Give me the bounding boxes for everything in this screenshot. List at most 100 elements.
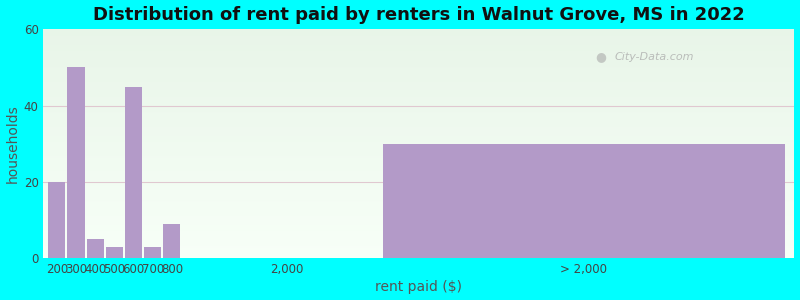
Bar <box>43 142 794 143</box>
Bar <box>43 207 794 208</box>
Bar <box>43 128 794 129</box>
Bar <box>43 166 794 167</box>
Bar <box>43 217 794 218</box>
Bar <box>43 193 794 194</box>
Bar <box>43 116 794 118</box>
Bar <box>43 246 794 247</box>
Bar <box>43 256 794 257</box>
Bar <box>43 40 794 41</box>
Bar <box>43 108 794 110</box>
Bar <box>43 45 794 46</box>
Bar <box>43 227 794 229</box>
Bar <box>43 76 794 77</box>
Bar <box>43 53 794 55</box>
Bar <box>43 111 794 112</box>
Bar <box>43 241 794 242</box>
Bar <box>43 184 794 185</box>
Bar <box>43 94 794 96</box>
Bar <box>43 186 794 188</box>
Bar <box>43 146 794 147</box>
Bar <box>43 127 794 128</box>
Bar <box>43 212 794 213</box>
Bar <box>43 85 794 87</box>
Bar <box>43 65 794 66</box>
Bar <box>43 80 794 81</box>
Bar <box>43 181 794 182</box>
Bar <box>43 114 794 115</box>
Bar <box>43 214 794 215</box>
Bar <box>43 118 794 119</box>
Bar <box>43 248 794 249</box>
Bar <box>43 52 794 53</box>
Title: Distribution of rent paid by renters in Walnut Grove, MS in 2022: Distribution of rent paid by renters in … <box>93 6 745 24</box>
Bar <box>43 88 794 89</box>
Bar <box>43 201 794 202</box>
Bar <box>43 160 794 161</box>
Bar <box>43 120 794 121</box>
Bar <box>43 208 794 209</box>
Bar <box>43 172 794 174</box>
Bar <box>43 147 794 148</box>
Bar <box>43 96 794 97</box>
Bar <box>43 50 794 51</box>
Bar <box>43 125 794 127</box>
Bar <box>43 192 794 193</box>
Bar <box>43 89 794 90</box>
Bar <box>43 100 794 101</box>
Bar <box>43 253 794 254</box>
Bar <box>43 69 794 70</box>
Bar <box>43 183 794 184</box>
Bar <box>43 101 794 103</box>
Bar <box>43 247 794 248</box>
Bar <box>43 115 794 116</box>
Bar <box>43 107 794 108</box>
Bar <box>43 43 794 44</box>
Bar <box>43 46 794 48</box>
Bar <box>43 104 794 105</box>
Bar <box>43 229 794 230</box>
Bar <box>43 255 794 256</box>
Bar <box>43 143 794 144</box>
Bar <box>43 92 794 93</box>
Bar <box>67 68 85 258</box>
Bar <box>43 174 794 175</box>
Bar <box>43 113 794 114</box>
Bar <box>43 155 794 156</box>
Bar <box>43 257 794 258</box>
Bar <box>43 249 794 250</box>
Bar <box>43 132 794 134</box>
Bar <box>43 190 794 191</box>
Bar <box>43 224 794 225</box>
Bar <box>43 105 794 106</box>
Bar <box>43 51 794 52</box>
Bar <box>43 145 794 146</box>
Bar <box>43 169 794 170</box>
Bar <box>43 254 794 255</box>
Bar <box>43 73 794 74</box>
Bar <box>43 154 794 155</box>
Bar <box>43 199 794 200</box>
Bar <box>43 176 794 177</box>
Bar <box>43 134 794 135</box>
Bar <box>43 42 794 43</box>
Bar <box>43 163 794 164</box>
Text: ●: ● <box>595 50 606 63</box>
Bar <box>43 220 794 222</box>
Bar <box>43 55 794 56</box>
Bar <box>43 218 794 220</box>
Bar <box>43 36 794 37</box>
Bar <box>43 38 794 40</box>
Bar <box>43 152 794 153</box>
Bar <box>43 72 794 73</box>
Bar <box>43 240 794 241</box>
Bar <box>43 110 794 111</box>
Bar <box>43 206 794 207</box>
Bar <box>43 56 794 57</box>
Bar <box>43 244 794 245</box>
Bar <box>43 98 794 99</box>
Bar <box>43 90 794 91</box>
Bar <box>43 209 794 210</box>
Bar <box>43 138 794 139</box>
Bar <box>43 215 794 216</box>
Bar <box>125 87 142 258</box>
